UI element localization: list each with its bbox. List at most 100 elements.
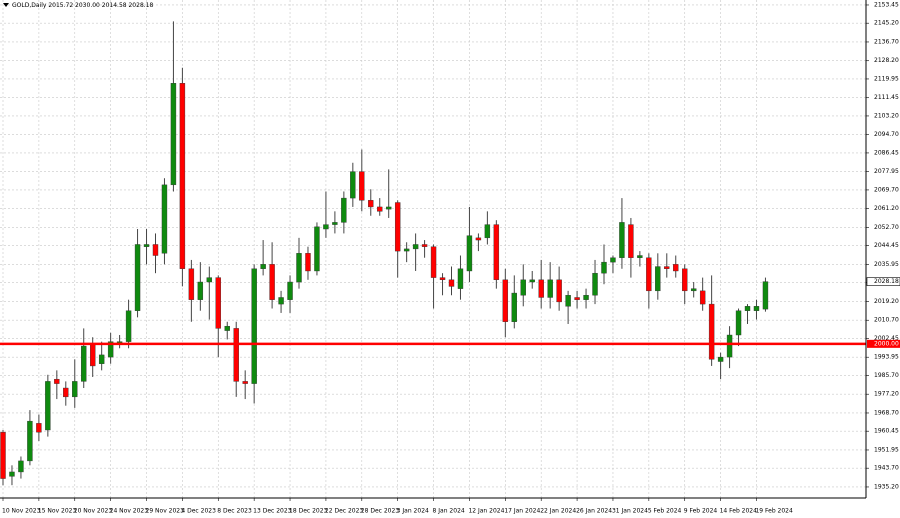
level-label: 2000.00 [874,340,899,347]
candle-body [493,224,500,281]
candle-body [502,279,509,322]
y-tick-label: 2128.20 [874,57,899,64]
candle-body [673,264,679,272]
x-tick-label: 22 Jan 2024 [540,508,576,515]
x-tick-label: 31 Jan 2024 [612,508,648,515]
candle-body [708,303,715,360]
candle-body [744,306,751,311]
y-tick-label: 2052.70 [874,224,899,231]
candle-body [359,171,365,201]
candle-body [287,281,293,300]
y-tick-label: 1985.70 [874,372,899,379]
candle-body [637,255,643,258]
x-tick-label: 8 Jan 2024 [433,508,465,515]
candle-body [98,354,105,364]
x-tick-label: 28 Dec 2023 [361,508,400,515]
candle-body [592,272,598,296]
candle-body [520,279,526,296]
candle-body [690,288,697,292]
x-tick-label: 14 Feb 2024 [720,508,758,515]
chart-title: GOLD,Daily 2015.72 2030.00 2014.58 2028.… [12,2,153,9]
candle-body [412,244,419,250]
grid [0,0,866,498]
y-tick-label: 2153.45 [874,1,899,8]
candle-body [448,279,455,287]
y-tick-label: 2094.70 [874,131,899,138]
y-tick-label: 1943.70 [874,465,899,472]
y-tick-label: 1977.20 [874,391,899,398]
candle-body [45,381,51,431]
x-tick-label: 29 Nov 2023 [146,508,185,515]
candle-body [735,310,742,336]
candle-body [215,277,221,329]
candle-body [646,257,652,292]
x-tick-label: 4 Dec 2023 [181,508,216,515]
y-tick-label: 1968.70 [874,409,899,416]
candle-body [170,83,177,186]
candle-body [224,325,230,331]
candle-body [682,268,688,292]
candle-body [547,279,553,298]
candle-body [368,200,374,208]
x-tick-label: 24 Nov 2023 [110,508,149,515]
candle-body [610,257,616,263]
y-tick-label: 2103.20 [874,112,899,119]
candle-body [89,343,96,367]
menu-arrow [3,3,9,7]
candle-body [601,261,607,274]
candle-body [529,279,535,283]
x-tick-label: 5 Feb 2024 [648,508,682,515]
candle-body [619,222,625,258]
candle-body [81,345,87,382]
candle-body [72,381,78,398]
candle-body [332,222,338,225]
y-tick-label: 2035.95 [874,261,899,268]
candle-body [475,237,482,241]
x-tick-label: 17 Jan 2024 [504,508,540,515]
candle-body [197,281,204,300]
candle-body [143,244,150,247]
candle-body [233,328,239,382]
candle-body [0,431,6,479]
candle-body [699,290,706,305]
candle-body [583,295,589,300]
candle-body [350,171,356,199]
y-tick-label: 2136.70 [874,38,899,45]
candle-body [466,235,473,272]
candle-body [655,266,661,292]
candle-body [457,268,464,289]
x-tick-label: 26 Jan 2024 [576,508,612,515]
candle-body [726,334,733,358]
candle-body [18,460,24,473]
candle-body [314,226,320,272]
candle-body [179,83,186,269]
candle-body [9,471,15,477]
x-tick-label: 12 Jan 2024 [468,508,504,515]
y-tick-label: 1935.20 [874,483,899,490]
candle-body [269,264,275,300]
candle-body [377,206,383,212]
level-label-box [867,339,900,348]
candle-body [152,244,159,256]
y-tick-label: 1993.95 [874,354,899,361]
candle-body [107,341,114,358]
candle-body [430,246,437,278]
candle-body [484,224,491,239]
candle-body [54,378,60,384]
candle-body [36,423,42,433]
candle-body [278,297,284,305]
x-tick-label: 22 Dec 2023 [325,508,364,515]
price-label-box [866,277,900,286]
x-tick-label: 19 Feb 2024 [755,508,793,515]
candle-body [403,248,410,252]
x-tick-label: 3 Jan 2024 [397,508,429,515]
y-tick-label: 2069.70 [874,186,899,193]
candle-body [511,292,517,322]
x-tick-label: 8 Dec 2023 [217,508,252,515]
y-tick-label: 2010.70 [874,317,899,324]
x-tick-label: 20 Nov 2023 [74,508,113,515]
candle-body [323,224,329,230]
y-tick-label: 1951.95 [874,446,899,453]
x-tick-label: 15 Nov 2023 [38,508,77,515]
